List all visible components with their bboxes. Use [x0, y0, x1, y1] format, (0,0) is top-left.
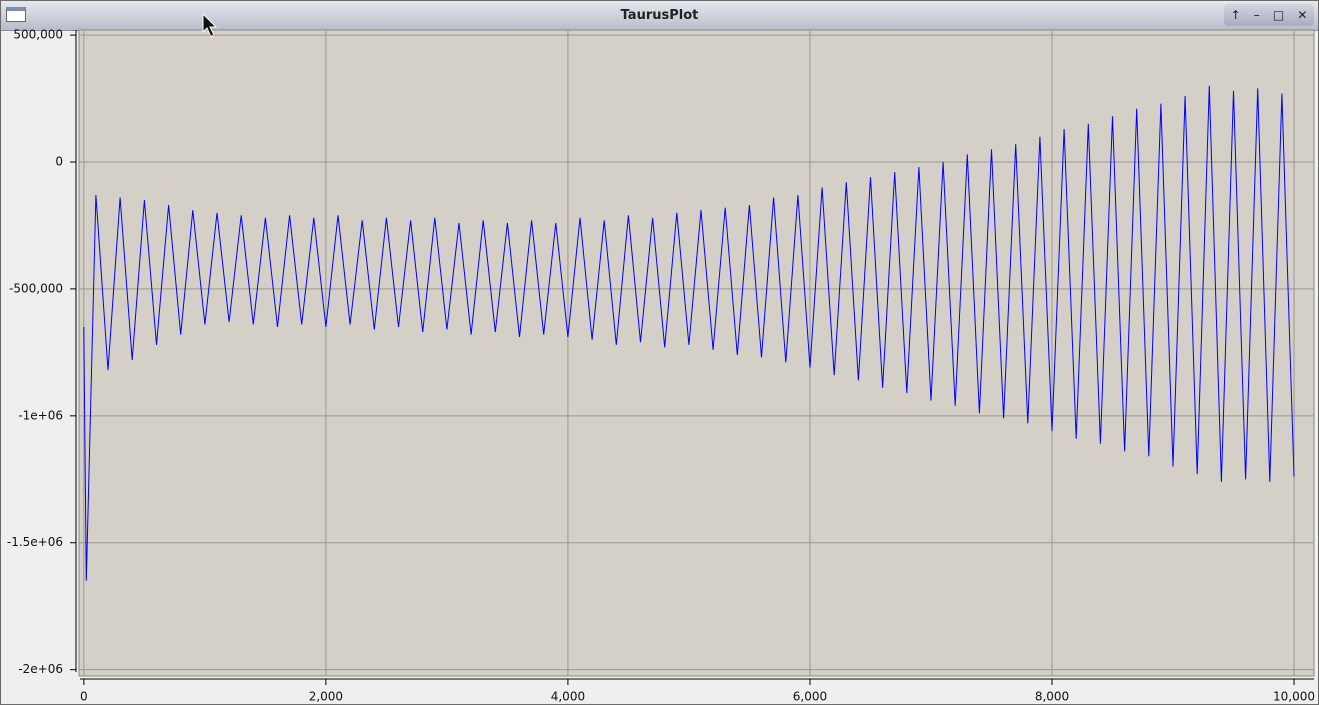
window-title: TaurusPlot [620, 8, 699, 23]
x-tick-label: 2,000 [309, 690, 343, 704]
close-button[interactable]: ✕ [1297, 8, 1308, 22]
x-tick-label: 8,000 [1035, 690, 1069, 704]
y-tick-label: 500,000 [13, 28, 63, 42]
window-icon[interactable] [6, 7, 26, 22]
plot-area [78, 29, 1315, 677]
x-tick-label: 4,000 [551, 690, 585, 704]
maximize-button[interactable]: □ [1272, 8, 1285, 22]
series-line [83, 85, 1295, 581]
shade-button[interactable]: ↑ [1230, 8, 1241, 22]
y-tick-label: 0 [55, 154, 63, 168]
y-tick-label: -1.5e+06 [7, 535, 63, 549]
y-tick-label: -500,000 [9, 281, 63, 295]
x-tick-label: 6,000 [793, 690, 827, 704]
y-tick-label: -1e+06 [18, 408, 63, 422]
window-buttons: ↑ – □ ✕ [1224, 4, 1314, 26]
x-tick-label: 0 [80, 690, 88, 704]
mouse-cursor [202, 12, 218, 38]
minimize-button[interactable]: – [1253, 8, 1260, 22]
title-bar: TaurusPlot ↑ – □ ✕ [1, 1, 1318, 31]
x-tick-label: 10,000 [1273, 690, 1315, 704]
y-tick-label: -2e+06 [18, 662, 63, 676]
